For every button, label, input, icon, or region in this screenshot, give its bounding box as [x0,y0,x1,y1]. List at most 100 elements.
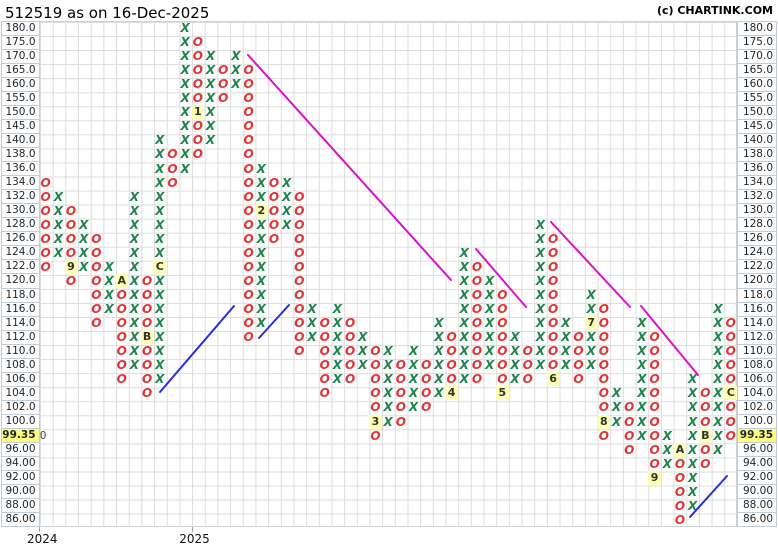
pnf-glyph: O [421,372,432,387]
y-axis-label: 134.0 [737,175,777,191]
pnf-glyph: O [395,372,406,387]
pnf-glyph: O [142,302,153,317]
pnf-glyph: X [180,35,190,50]
y-axis-label: 112.0 [737,329,777,345]
pnf-glyph: X [611,414,622,429]
pnf-glyph: O [395,400,406,415]
pnf-glyph: X [662,456,672,471]
pnf-glyph: O [598,428,609,443]
pnf-glyph: O [345,344,356,359]
pnf-glyph: O [268,231,280,246]
x-axis-year-label: 2024 [27,531,58,546]
month-marker: 7 [584,316,598,331]
pnf-glyph: X [586,330,596,345]
pnf-glyph: X [535,273,546,288]
pnf-glyph: X [256,245,266,260]
pnf-glyph: O [294,316,305,331]
y-axis-label: 175.0 [1,34,40,50]
pnf-glyph: O [65,217,77,232]
pnf-glyph: X [637,428,647,443]
pnf-glyph: X [155,245,165,260]
pnf-glyph: O [700,400,711,415]
pnf-glyph: X [561,344,571,359]
y-axis-label: 102.0 [737,399,777,416]
pnf-glyph: O [674,470,686,485]
pnf-glyph: O [370,358,381,373]
pnf-glyph: X [332,358,343,373]
pnf-glyph: O [548,245,559,260]
pnf-glyph: O [471,372,483,387]
pnf-glyph: O [192,77,203,92]
pnf-glyph: X [688,442,698,457]
pnf-glyph: X [611,400,622,415]
pnf-glyph: X [561,358,571,373]
pnf-glyph: X [637,372,647,387]
pnf-glyph: X [485,358,495,373]
pnf-glyph: O [192,147,203,162]
pnf-glyph: X [535,217,546,232]
pnf-glyph: X [485,344,495,359]
pnf-glyph: O [91,302,102,317]
pnf-glyph: X [53,245,63,260]
pnf-glyph: O [116,288,127,303]
pnf-glyph: O [598,330,609,345]
pnf-glyph: X [688,372,698,387]
pnf-glyph: X [535,302,546,317]
month-marker: A [673,442,687,457]
pnf-glyph: X [256,316,266,331]
pnf-glyph: O [598,400,609,415]
pnf-glyph: X [104,288,114,303]
pnf-glyph: O [91,316,102,331]
pnf-glyph: O [624,442,635,457]
pnf-glyph: O [142,273,153,288]
pnf-glyph: X [155,330,165,345]
pnf-glyph: O [598,302,609,317]
pnf-glyph: X [637,316,647,331]
pnf-glyph: X [180,91,190,106]
pnf-glyph: X [155,147,165,162]
month-marker: C [153,259,167,274]
pnf-glyph: O [674,456,686,471]
y-axis-label: 124.0 [737,245,777,261]
pnf-glyph: X [713,414,723,429]
pnf-glyph: O [243,302,254,317]
pnf-glyph: O [548,302,559,317]
pnf-glyph: O [192,133,203,148]
y-axis-label: 114.0 [1,315,40,331]
pnf-glyph: O [674,498,686,513]
month-marker: 4 [445,386,458,401]
pnf-glyph: X [231,49,241,64]
pnf-glyph: X [180,77,190,92]
pnf-glyph: X [713,400,723,415]
pnf-glyph: O [243,217,254,232]
pnf-glyph: O [294,330,305,345]
month-marker: 3 [369,414,382,429]
pnf-glyph: X [688,428,698,443]
pnf-glyph: X [79,245,89,260]
pnf-glyph: X [510,344,520,359]
pnf-glyph: X [662,428,672,443]
pnf-glyph: X [662,442,672,457]
y-axis-label: 130.0 [737,203,777,219]
pnf-glyph: O [192,49,203,64]
pnf-glyph: O [243,105,254,120]
pnf-glyph: X [434,344,444,359]
pnf-glyph: X [129,231,140,246]
pnf-glyph: X [205,119,216,134]
pnf-glyph: X [586,302,596,317]
pnf-glyph: O [243,330,254,345]
pnf-glyph: O [370,386,381,401]
pnf-glyph: X [383,372,393,387]
pnf-glyph: O [700,414,711,429]
pnf-glyph: O [294,344,305,359]
pnf-glyph: O [471,344,483,359]
pnf-glyph: O [345,330,356,345]
pnf-glyph: O [294,231,305,246]
pnf-glyph: O [91,245,102,260]
pnf-glyph: X [383,414,393,429]
pnf-glyph: X [155,302,165,317]
pnf-glyph: X [53,189,63,204]
pnf-glyph: X [256,231,266,246]
pnf-glyph: X [256,288,266,303]
